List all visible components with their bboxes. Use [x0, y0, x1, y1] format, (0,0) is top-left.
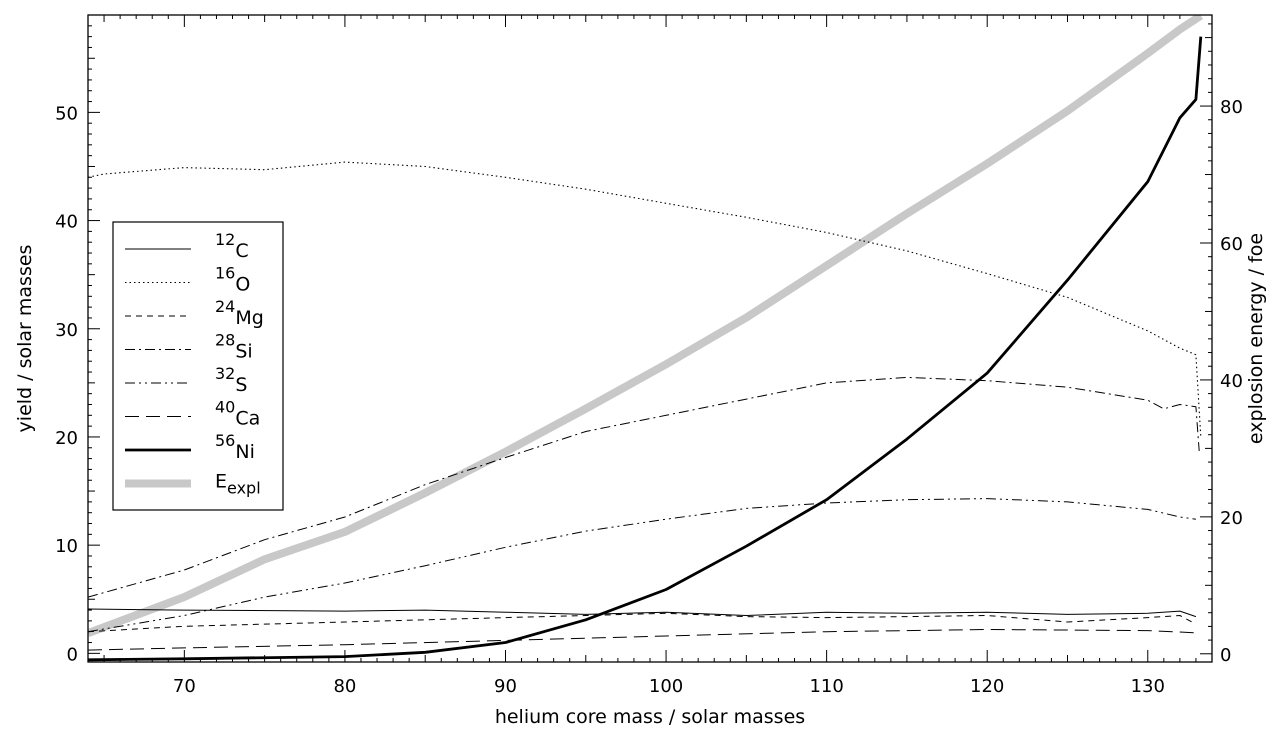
legend-mass-number: 40 — [215, 398, 235, 417]
legend-label-12c: 12C — [215, 230, 249, 262]
plot-frame — [87, 14, 1213, 663]
legend-label-28si: 28Si — [215, 331, 253, 363]
legend-label-56ni: 56Ni — [215, 431, 255, 463]
y-tick-label: 0 — [67, 644, 78, 665]
series-line-12c — [88, 608, 1197, 618]
legend-mass-number: 32 — [215, 364, 235, 383]
legend-label-e-expl: Eexpl — [215, 471, 261, 498]
series-line-40ca — [88, 629, 1196, 651]
y2-axis-title: explosion energy / foe — [1245, 233, 1267, 444]
legend-element-symbol: Ca — [235, 408, 260, 430]
series-layer — [88, 15, 1203, 662]
legend-element-symbol: Mg — [235, 307, 263, 329]
x-tick-label: 70 — [173, 676, 196, 697]
y2-tick-label: 60 — [1220, 234, 1243, 255]
legend-mass-number: 16 — [215, 264, 235, 283]
legend-energy-subscript: expl — [227, 479, 261, 498]
x-tick-label: 120 — [970, 676, 1004, 697]
y-tick-label: 40 — [55, 212, 78, 233]
x-tick-label: 90 — [494, 676, 517, 697]
x-tick-label: 80 — [333, 676, 356, 697]
y-tick-label: 30 — [55, 320, 78, 341]
x-tick-label: 110 — [809, 676, 843, 697]
y-tick-label: 50 — [55, 103, 78, 124]
x-axis-title: helium core mass / solar masses — [495, 706, 805, 728]
legend-label-40ca: 40Ca — [215, 398, 260, 430]
legend-mass-number: 56 — [215, 431, 235, 450]
series-line-28si — [88, 376, 1200, 598]
y2-tick-label: 0 — [1220, 645, 1231, 666]
legend-mass-number: 24 — [215, 297, 235, 316]
legend-element-symbol: Ni — [235, 441, 255, 463]
legend-mass-number: 12 — [215, 230, 235, 249]
y2-tick-label: 80 — [1220, 97, 1243, 118]
ticks-layer — [87, 15, 1213, 662]
legend-element-symbol: S — [235, 374, 247, 396]
x-tick-label: 130 — [1131, 676, 1165, 697]
labels-layer: 70 80 90 100 110 120 130 0 10 20 30 40 50 0 20 40 60 80 — [55, 97, 1243, 697]
legend-label-32s: 32S — [215, 364, 247, 396]
y2-tick-label: 40 — [1220, 371, 1243, 392]
legend-energy-symbol: E — [215, 471, 227, 493]
series-line-e-expl — [88, 15, 1203, 637]
legend-box — [112, 221, 284, 511]
y2-tick-label: 20 — [1220, 508, 1243, 529]
legend-element-symbol: C — [235, 240, 248, 262]
legend-mass-number: 28 — [215, 331, 235, 350]
x-tick-label: 100 — [649, 676, 683, 697]
series-line-56ni — [88, 36, 1203, 662]
y-tick-label: 20 — [55, 428, 78, 449]
legend-label-24mg: 24Mg — [215, 297, 264, 329]
legend-element-symbol: Si — [235, 341, 252, 363]
series-line-32s — [88, 498, 1196, 633]
legend-label-16o: 16O — [215, 264, 250, 296]
legend-element-symbol: O — [235, 274, 250, 296]
y-axis-title: yield / solar masses — [14, 245, 36, 433]
y-tick-label: 10 — [55, 536, 78, 557]
series-line-24mg — [88, 612, 1197, 633]
